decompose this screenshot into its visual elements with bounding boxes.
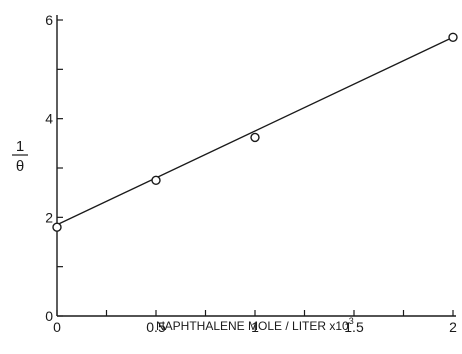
data-point — [448, 32, 458, 42]
x-tick-label: 0.5 — [146, 319, 166, 335]
data-point — [52, 222, 62, 232]
y-tick-label: 4 — [45, 111, 53, 127]
x-axis-title-text: NAPHTHALENE MOLE / LITER x10 — [156, 319, 349, 333]
x-tick-labels: 0 0.5 1 1.5 2 — [53, 319, 457, 335]
data-point — [250, 132, 260, 143]
y-tick-label: 0 — [45, 308, 53, 324]
y-tick-labels: 0 2 4 6 — [45, 12, 53, 324]
x-axis-title-superscript: 3 — [349, 316, 354, 326]
data-point — [151, 175, 161, 186]
x-tick-label: 1.5 — [344, 319, 364, 335]
y-axis-title-numerator: 1 — [16, 138, 24, 155]
fit-line — [56, 36, 454, 226]
y-ticks — [57, 19, 63, 317]
y-tick-label: 2 — [45, 209, 53, 225]
x-axis-title: NAPHTHALENE MOLE / LITER x103 — [156, 316, 354, 333]
y-axis-title: 1 θ — [12, 138, 28, 175]
y-axis-title-denominator: θ — [16, 158, 24, 175]
y-tick-label: 6 — [45, 12, 53, 28]
x-tick-label: 1 — [251, 319, 259, 335]
x-tick-label: 2 — [449, 319, 457, 335]
axes — [56, 15, 456, 317]
data-points — [52, 32, 458, 232]
x-ticks — [56, 310, 454, 316]
x-tick-label: 0 — [53, 319, 61, 335]
